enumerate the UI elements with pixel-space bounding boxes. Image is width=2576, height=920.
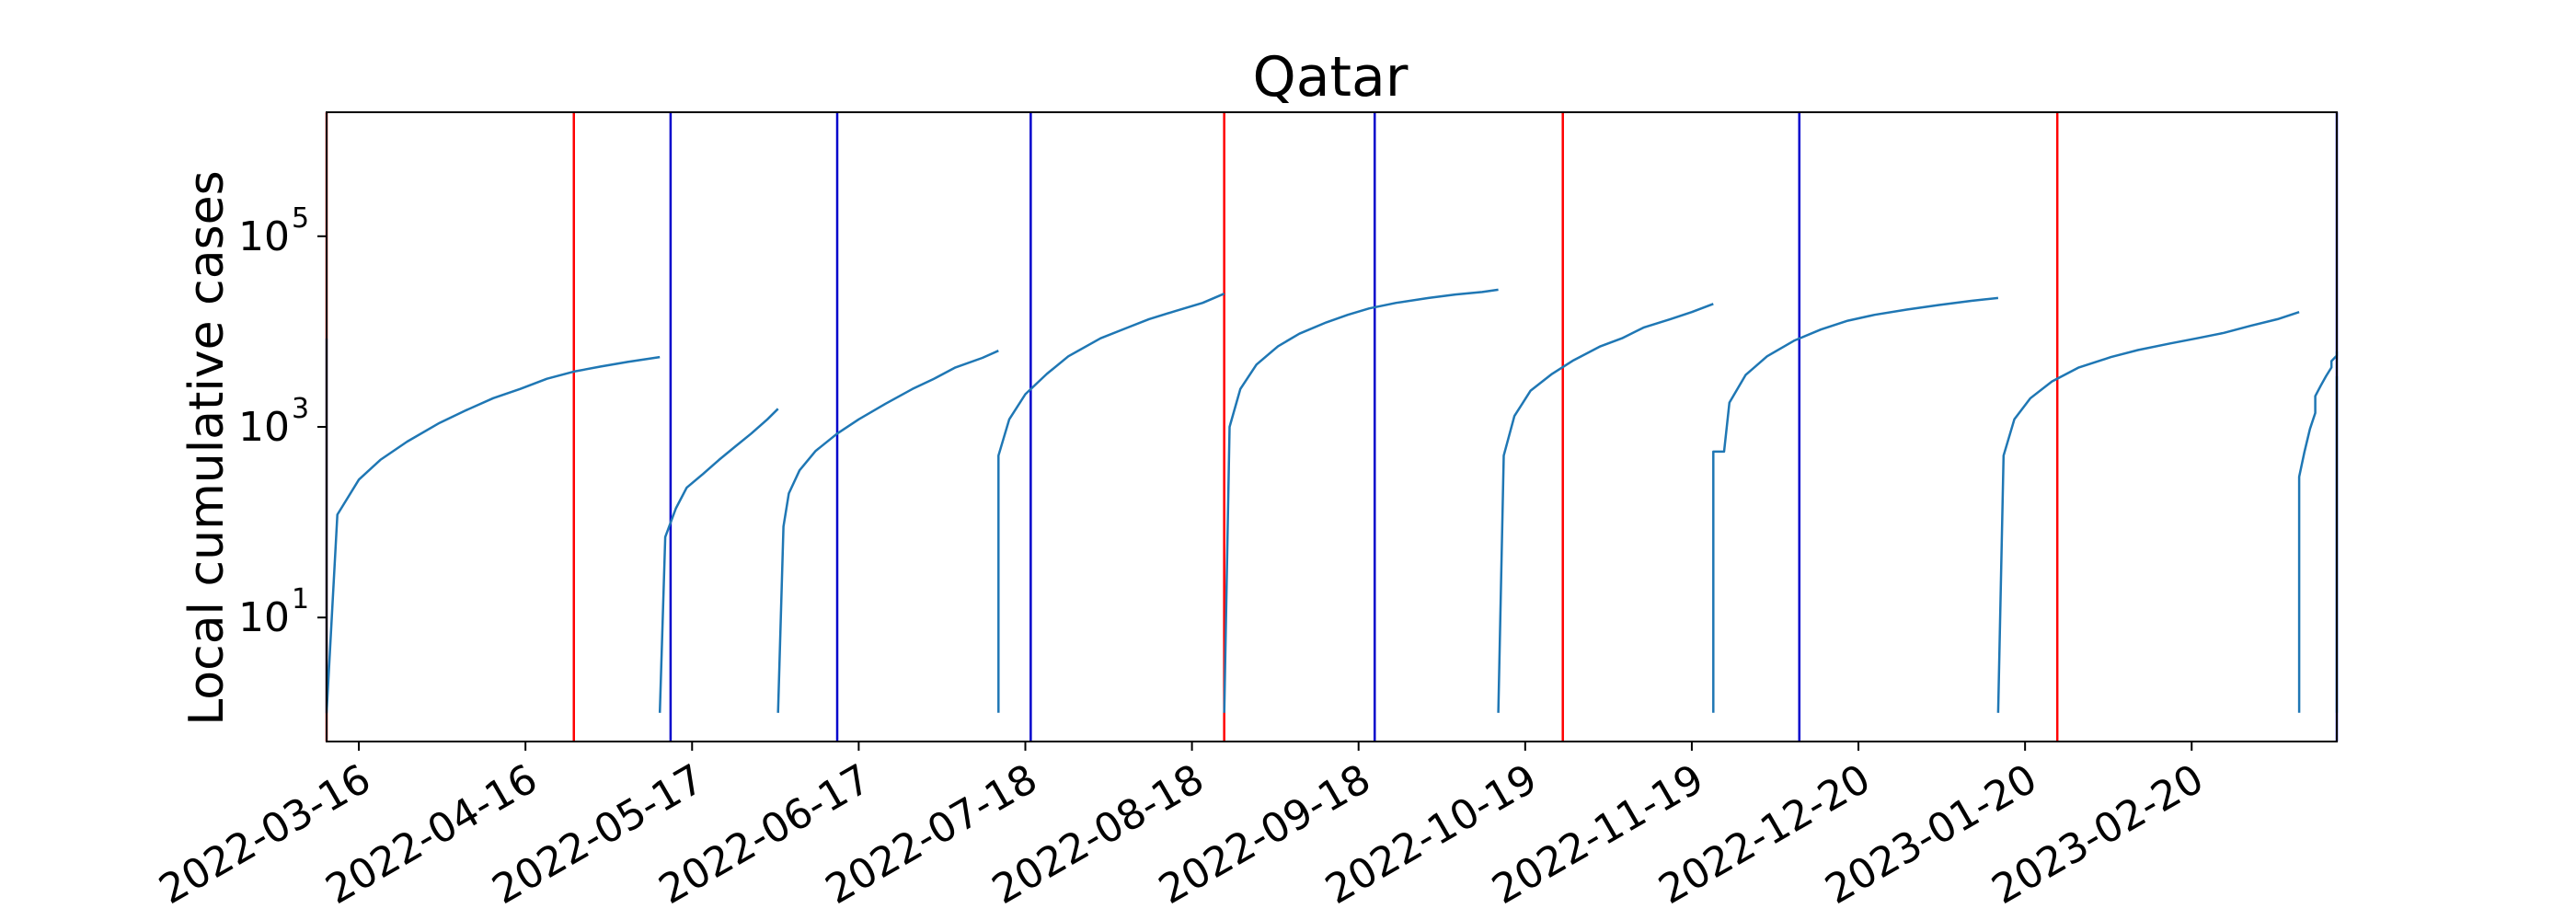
series-line [1712,296,1999,713]
series-line [658,408,779,713]
series-line [1996,311,2300,713]
series-line [776,350,999,713]
y-tick-exponent: 5 [292,202,309,235]
y-tick-label: 10 [238,213,290,260]
series-line [997,293,1225,713]
y-tick-label: 10 [238,594,290,641]
series-line [325,338,661,715]
y-tick-exponent: 1 [292,583,309,615]
series-line [2297,351,2339,713]
series-line [1223,288,1499,713]
y-tick-label: 10 [238,404,290,451]
plot-frame [326,111,2338,742]
chart-title: Qatar [1253,45,1409,109]
y-tick-exponent: 3 [292,393,309,425]
series-line [1497,303,1714,713]
y-axis-label: Local cumulative cases [179,170,235,726]
